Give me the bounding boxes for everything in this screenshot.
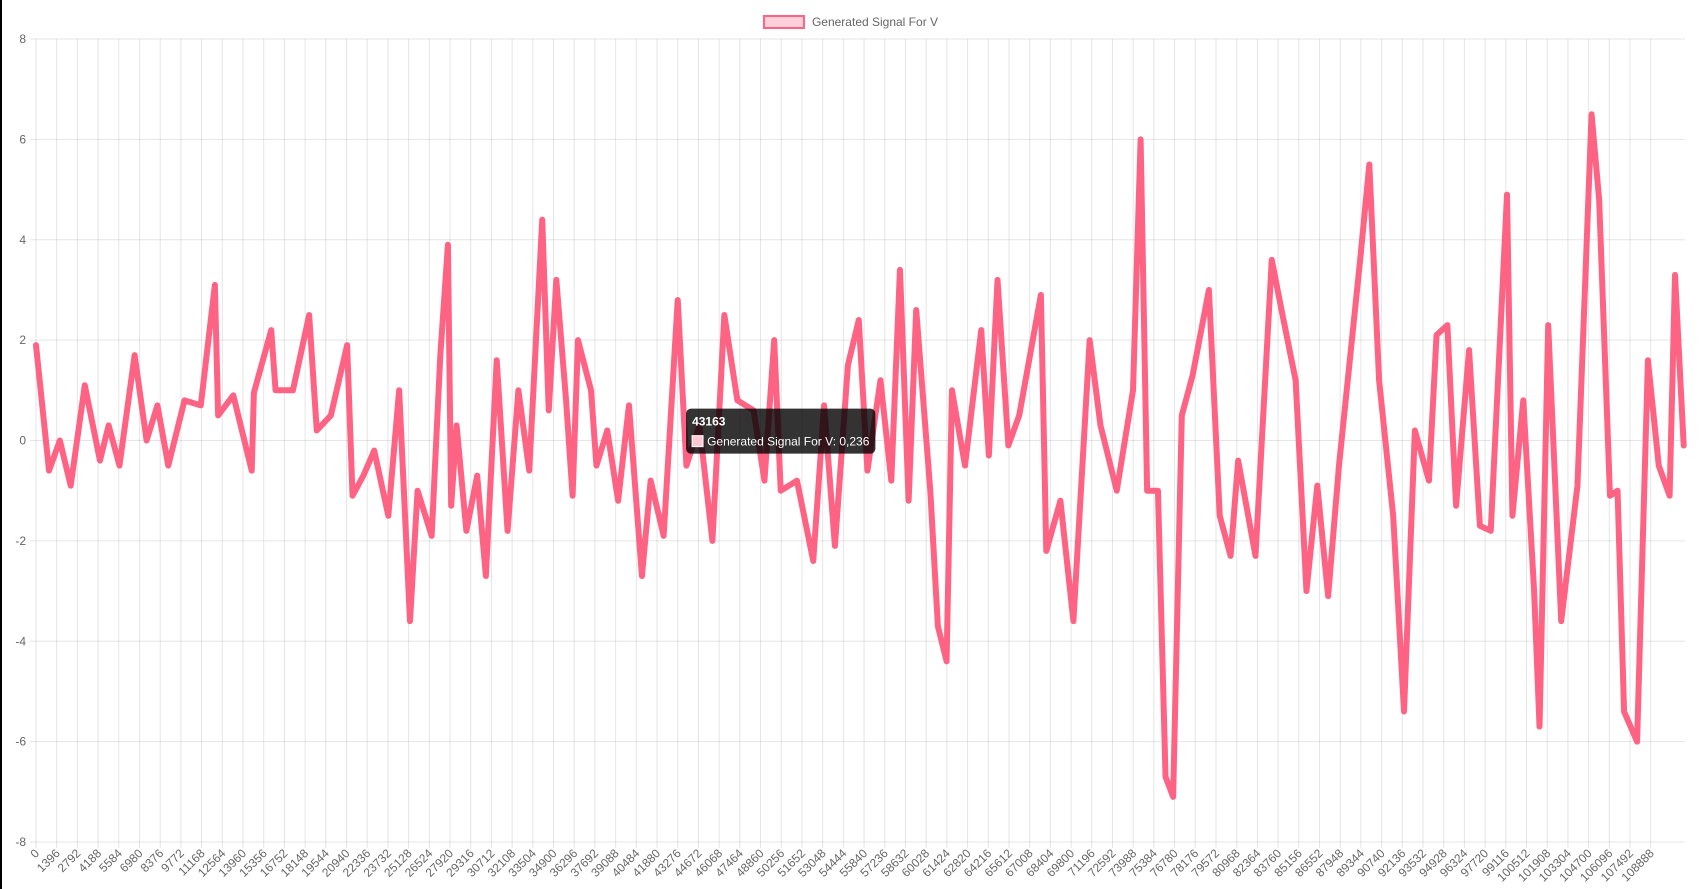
y-tick-label: -8 [15,835,26,849]
tooltip-box [686,408,876,454]
tooltip-title: 43163 [692,415,726,429]
y-tick-label: 6 [19,132,26,146]
tooltip-swatch [691,435,704,448]
legend-item: Generated Signal For V [762,15,938,29]
data-line [33,111,1687,800]
legend-swatch [762,15,805,29]
tooltip-label: Generated Signal For V: 0,236 [707,435,870,449]
legend-label: Generated Signal For V [812,15,938,29]
y-tick-label: -2 [15,534,26,548]
y-tick-label: 4 [19,233,26,247]
y-tick-label: 0 [19,434,26,448]
y-tick-label: 8 [19,32,26,46]
tooltip: 43163 Generated Signal For V: 0,236 [686,408,876,454]
y-tick-label: -4 [15,634,26,648]
y-tick-label: -6 [15,735,26,749]
y-tick-label: 2 [19,333,26,347]
